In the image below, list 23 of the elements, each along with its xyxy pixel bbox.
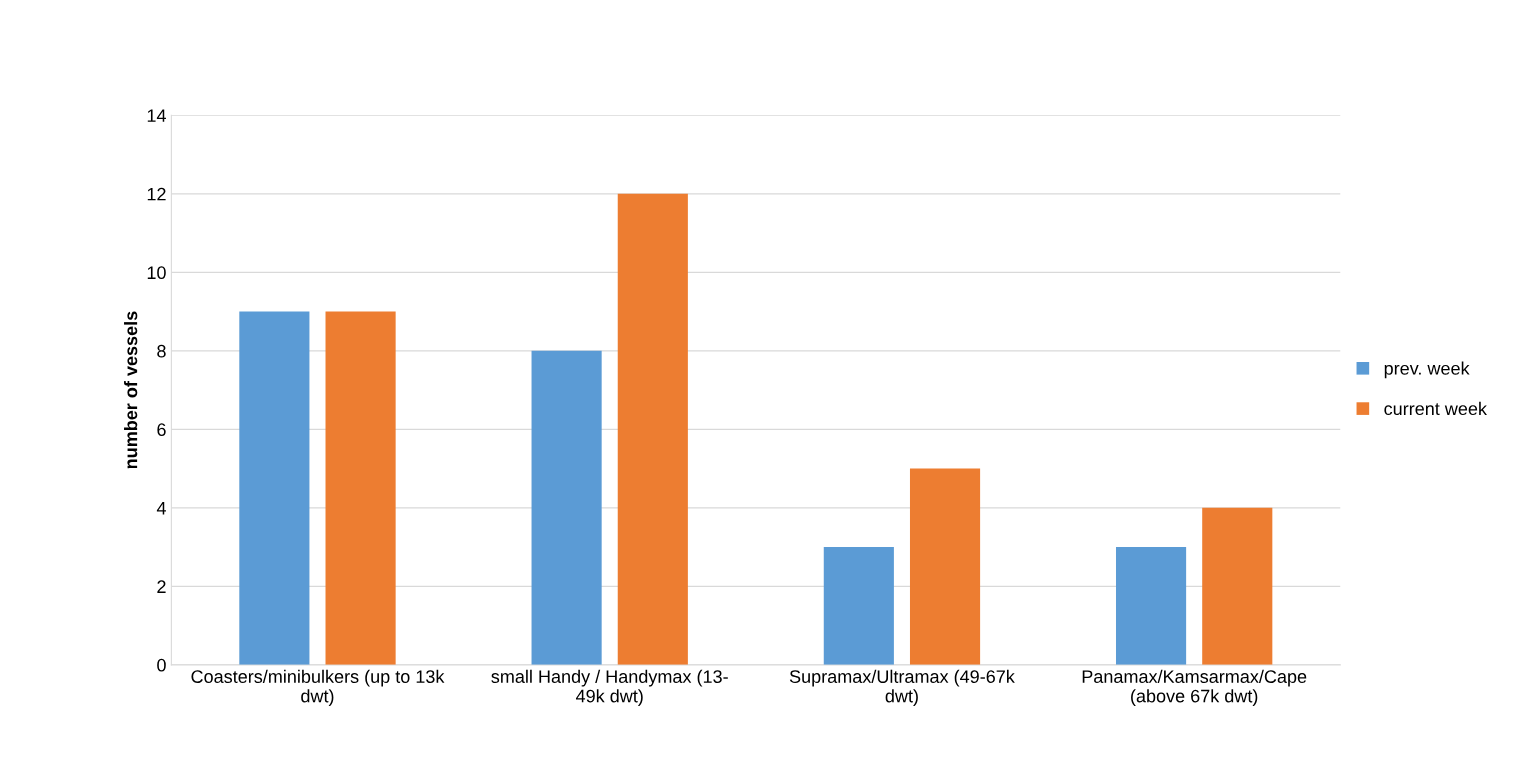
x-tick-label: Coasters/minibulkers (up to 13k dwt) [191,669,445,706]
bar [1115,547,1187,665]
x-tick-label: small Handy / Handymax (13- 49k dwt) [491,669,728,706]
y-tick-label: 2 [157,580,166,593]
y-tick-label: 14 [147,109,166,122]
y-tick-label: 4 [156,501,166,515]
bar [617,193,688,665]
y-tick-label: 12 [147,187,166,201]
bar [1202,507,1273,665]
legend-label: current week [1384,401,1487,416]
y-tick-label: 8 [157,344,166,358]
bar [239,311,310,665]
legend-label: prev. week [1384,361,1470,379]
bar [325,311,396,665]
y-axis-title: number of vessels [124,311,138,469]
y-tick-label: 6 [157,423,166,437]
y-tick-label: 10 [147,266,166,280]
bar [531,350,602,665]
bar [823,547,894,665]
bar [909,468,981,665]
x-tick-label: Supramax/Ultramax (49-67k dwt) [789,669,1015,706]
x-tick-label: Panamax/Kamsarmax/Cape (above 67k dwt) [1082,669,1307,706]
y-tick-label: 0 [157,658,166,672]
